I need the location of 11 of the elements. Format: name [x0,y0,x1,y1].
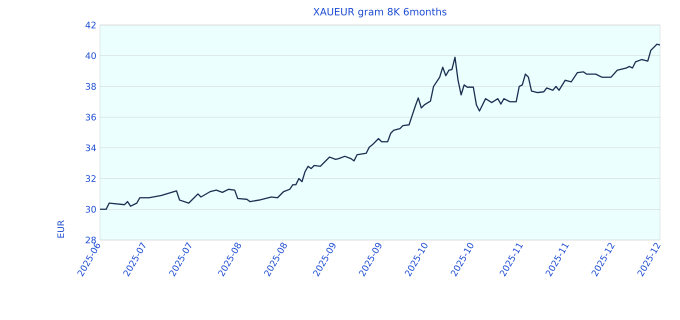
y-tick-label: 34 [86,144,96,152]
y-tick-label: 38 [86,83,96,90]
line-series [100,44,660,210]
y-tick-label: 28 [86,236,96,244]
y-tick-label: 32 [86,175,96,182]
y-axis-title: EUR [57,220,64,238]
y-tick-label: 40 [86,52,96,60]
y-tick-label: 30 [86,206,96,213]
y-tick-label: 36 [86,114,96,121]
chart-title: XAUEUR gram 8K 6months [313,8,446,18]
y-tick-label: 42 [86,22,96,28]
